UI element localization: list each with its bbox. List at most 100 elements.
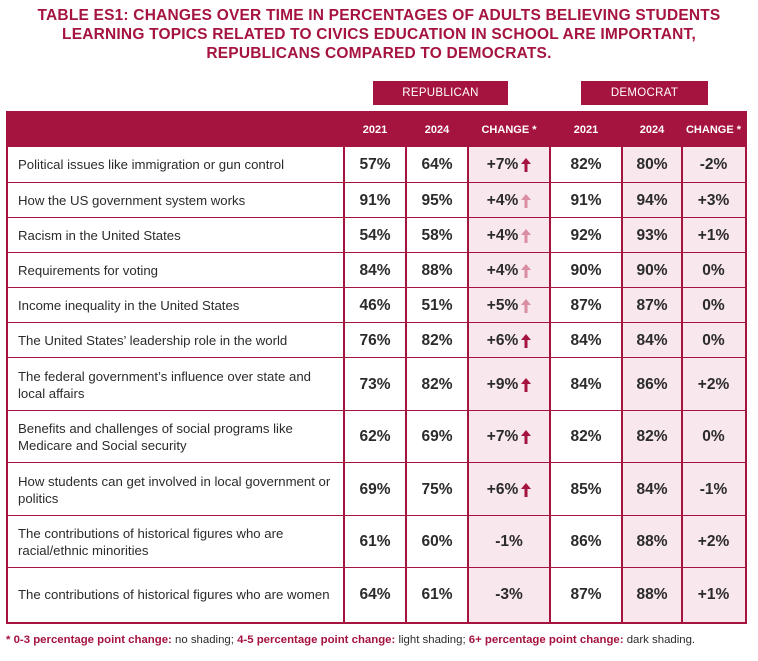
divider: [681, 147, 683, 622]
divider: [343, 147, 345, 622]
title-line-3: REPUBLICANS COMPARED TO DEMOCRATS.: [206, 45, 552, 62]
dem-2021-value: 82%: [550, 147, 622, 182]
rep-change-value: +4%: [468, 183, 550, 218]
rep-change-value: +4%: [468, 253, 550, 288]
col-rep-change: CHANGE *: [481, 124, 537, 136]
rep-change-value-text: +4%: [486, 226, 519, 244]
up-arrow-icon: [521, 377, 532, 392]
table-row: How the US government system works 91% 95%…: [8, 182, 745, 218]
rep-2024-value-text: 95%: [421, 191, 453, 209]
dem-change-value-text: 0%: [702, 261, 725, 279]
rep-2024-value-text: 60%: [421, 533, 453, 550]
dem-2021-value: 87%: [550, 568, 622, 621]
table-row: The United States’ leadership role in th…: [8, 322, 745, 358]
row-topic-label: Benefits and challenges of social progra…: [18, 421, 293, 453]
dem-change-value: +2%: [682, 358, 745, 411]
democrat-group-header: DEMOCRAT: [581, 81, 708, 105]
dem-2024-value-text: 88%: [636, 585, 668, 603]
rep-2021-value: 64%: [344, 568, 406, 621]
rep-2021-value-text: 57%: [359, 155, 391, 173]
dem-2024-value: 87%: [622, 288, 682, 323]
dem-2021-value: 84%: [550, 358, 622, 411]
divider: [549, 147, 551, 622]
dem-2021-value-text: 86%: [570, 533, 602, 550]
table-row: The federal government’s influence over …: [8, 357, 745, 411]
dem-2024-value-text: 80%: [636, 155, 668, 173]
row-topic-label: The United States’ leadership role in th…: [18, 333, 288, 348]
rep-2024-value: 75%: [406, 463, 468, 516]
title-line-2: LEARNING TOPICS RELATED TO CIVICS EDUCAT…: [62, 26, 696, 43]
democrat-shading: [622, 147, 745, 622]
dem-2024-value: 88%: [622, 568, 682, 621]
rep-2024-value-text: 64%: [421, 155, 453, 173]
dem-2021-value-text: 85%: [570, 480, 602, 498]
dem-change-value: 0%: [682, 253, 745, 288]
divider: [405, 147, 407, 622]
dem-2024-value: 84%: [622, 323, 682, 358]
rep-change-value-text: +4%: [486, 261, 519, 279]
row-topic-label: The contributions of historical figures …: [18, 587, 330, 602]
col-dem-2024: 2024: [639, 124, 665, 136]
dem-change-value: -2%: [682, 147, 745, 182]
rep-2021-value-text: 84%: [359, 261, 391, 279]
dem-2021-value-text: 82%: [570, 428, 602, 445]
dem-change-value-text: +2%: [697, 533, 730, 550]
dem-change-value: +2%: [682, 516, 745, 568]
dem-2021-value: 92%: [550, 218, 622, 253]
rep-2021-value-text: 69%: [359, 480, 391, 498]
dem-2024-value: 90%: [622, 253, 682, 288]
data-table: 2021 2024 CHANGE * 2021 2024 CHANGE * Po…: [6, 111, 747, 624]
dem-2024-value: 80%: [622, 147, 682, 182]
dem-2021-value-text: 87%: [570, 585, 602, 603]
table-row: How students can get involved in local g…: [8, 462, 745, 516]
rep-change-value-text: +9%: [486, 375, 519, 393]
rep-2024-value: 69%: [406, 411, 468, 463]
rep-change-value: +6%: [468, 463, 550, 516]
rep-change-value: +5%: [468, 288, 550, 323]
rep-2021-value: 57%: [344, 147, 406, 182]
rep-change-value: -3%: [468, 568, 550, 621]
rep-change-value-text: +5%: [486, 296, 519, 314]
dem-2021-value: 91%: [550, 183, 622, 218]
rep-2024-value: 64%: [406, 147, 468, 182]
dem-2021-value: 84%: [550, 323, 622, 358]
col-rep-2021: 2021: [362, 124, 388, 136]
dem-2024-value: 88%: [622, 516, 682, 568]
dem-2021-value-text: 90%: [570, 261, 602, 279]
table-row: Political issues like immigration or gun…: [8, 147, 745, 182]
rep-2021-value: 69%: [344, 463, 406, 516]
up-arrow-icon: [521, 157, 532, 172]
rep-2021-value: 54%: [344, 218, 406, 253]
rep-2024-value: 82%: [406, 323, 468, 358]
rep-change-value: +9%: [468, 358, 550, 411]
footnote-light-label: 4-5 percentage point change:: [237, 634, 396, 646]
rep-2021-value: 84%: [344, 253, 406, 288]
rep-2021-value-text: 54%: [359, 226, 391, 244]
rep-2024-value-text: 82%: [421, 331, 453, 349]
row-topic-label: How the US government system works: [18, 193, 246, 208]
row-topic-label: How students can get involved in local g…: [18, 473, 331, 506]
footnote-star-label: * 0-3 percentage point change:: [6, 634, 172, 646]
divider: [467, 147, 469, 622]
rep-2024-value: 82%: [406, 358, 468, 411]
dem-2021-value-text: 84%: [570, 331, 602, 349]
dem-change-value: 0%: [682, 288, 745, 323]
table-row: Requirements for voting 84% 88% +4% 90% 90% 0%: [8, 252, 745, 288]
dem-change-value-text: +1%: [697, 585, 730, 603]
rep-change-value-text: -1%: [495, 533, 523, 550]
up-arrow-icon: [521, 228, 532, 243]
rep-change-value: -1%: [468, 516, 550, 568]
rep-2021-value: 46%: [344, 288, 406, 323]
dem-change-value-text: -2%: [699, 155, 728, 173]
dem-2021-value-text: 84%: [570, 375, 602, 393]
dem-2021-value: 82%: [550, 411, 622, 463]
dem-2024-value-text: 90%: [636, 261, 668, 279]
row-topic-label: Political issues like immigration or gun…: [18, 157, 285, 172]
rep-2024-value-text: 61%: [421, 585, 453, 603]
rep-2021-value-text: 91%: [359, 191, 391, 209]
dem-change-value-text: +1%: [697, 226, 730, 244]
rep-2021-value: 73%: [344, 358, 406, 411]
dem-change-value-text: +3%: [697, 191, 730, 209]
dem-change-value: +3%: [682, 183, 745, 218]
rep-change-value: +6%: [468, 323, 550, 358]
